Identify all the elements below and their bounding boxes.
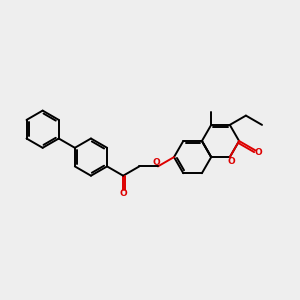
Text: O: O [152, 158, 160, 167]
Text: O: O [119, 189, 127, 198]
Text: O: O [255, 148, 263, 157]
Text: O: O [227, 157, 235, 166]
